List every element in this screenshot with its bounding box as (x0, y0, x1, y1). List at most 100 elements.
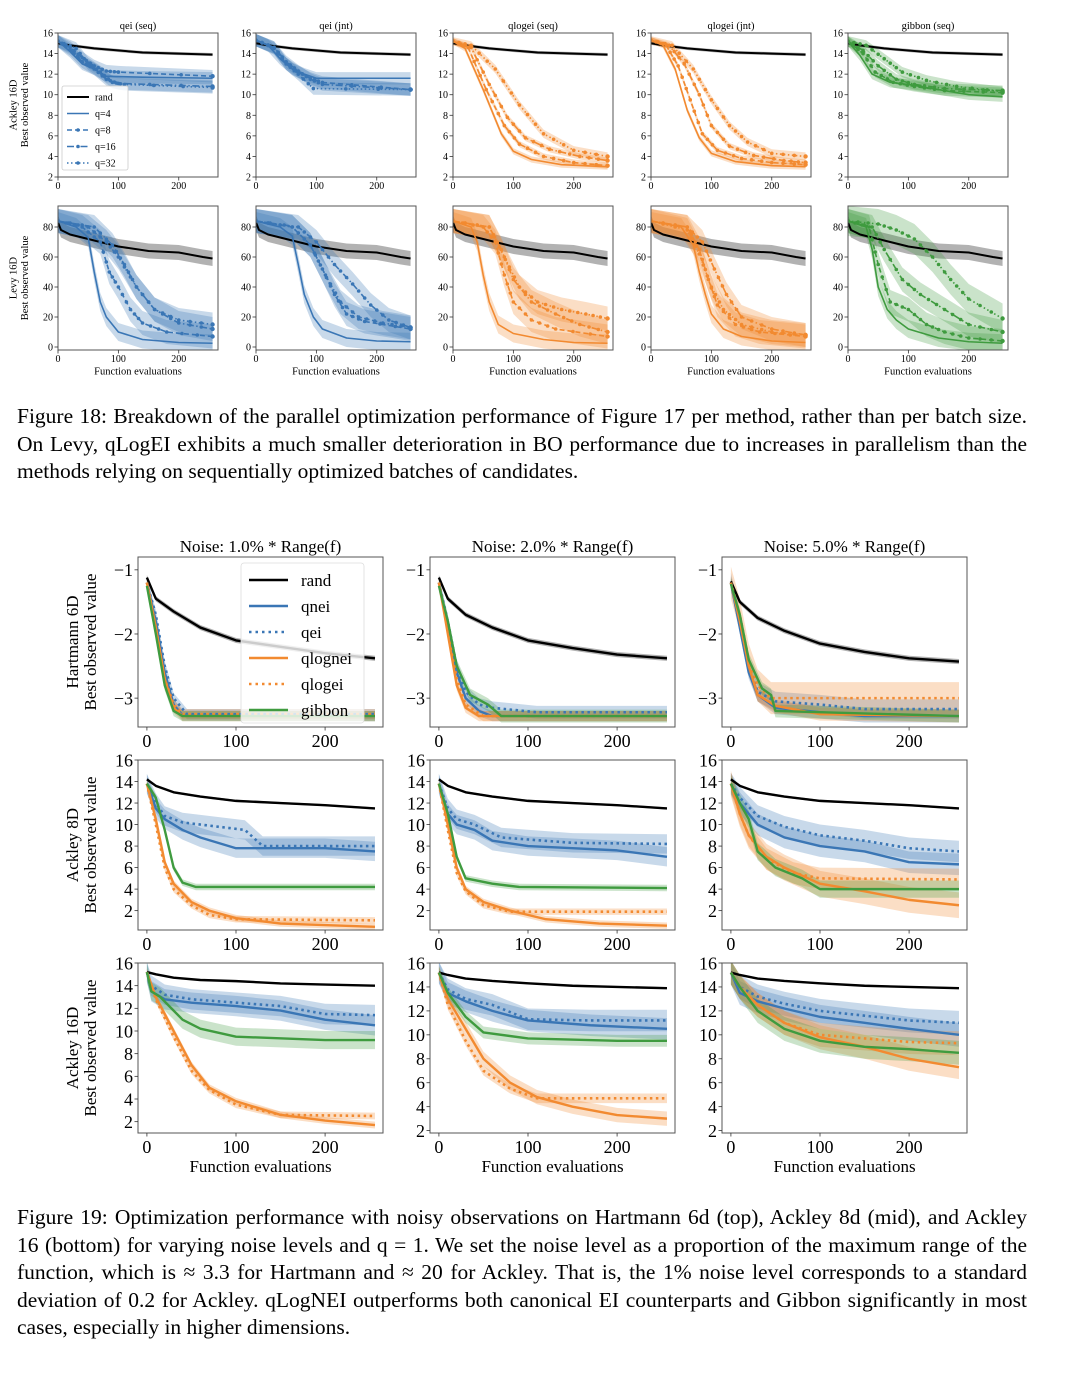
line-rand (256, 222, 411, 260)
marker-q=32 (677, 51, 681, 56)
marker-q=16 (709, 123, 714, 128)
line-q=4 (256, 220, 411, 343)
y-tick-label: 12 (407, 793, 425, 813)
line-rand (146, 970, 376, 987)
marker-q=16 (942, 307, 947, 312)
line-qlognei (145, 971, 376, 1127)
marker-q=8 (697, 247, 702, 252)
y-axis-label: Levy 16D (9, 256, 20, 299)
band-qei (438, 963, 667, 1032)
x-tick-label: 0 (142, 1137, 151, 1157)
marker-q=16 (176, 321, 181, 325)
axes-frame (137, 759, 384, 931)
marker-q=8 (553, 327, 558, 331)
marker-q=16 (894, 267, 899, 272)
marker-q=32 (713, 292, 718, 297)
marker-q=32 (477, 51, 481, 56)
marker-q=32 (364, 317, 369, 321)
line-q=4 (453, 40, 608, 168)
y-tick-label: 16 (699, 953, 717, 973)
marker-q=32 (970, 86, 974, 90)
marker-q=32 (140, 292, 145, 297)
marker-q=16 (701, 103, 706, 107)
marker-q=16 (926, 297, 931, 302)
y-tick-label: 14 (115, 976, 133, 996)
x-tick-label: 100 (807, 1137, 834, 1157)
marker-q=32 (152, 307, 157, 312)
y-tick-label: 6 (124, 1067, 133, 1087)
x-tick-label: 100 (223, 731, 250, 751)
legend-label: qei (301, 623, 322, 642)
marker-q=32 (160, 311, 165, 315)
marker-q=8 (773, 331, 777, 336)
band-q=4 (453, 212, 608, 350)
marker-q=32 (338, 300, 343, 304)
marker-q=32 (571, 148, 576, 153)
marker-q=32 (343, 87, 348, 91)
marker-q=32 (888, 226, 893, 230)
marker-q=16 (708, 258, 713, 262)
line-qlognei (437, 972, 668, 1120)
marker-q=32 (278, 223, 282, 227)
marker-q=8 (116, 285, 121, 289)
marker-q=32 (492, 235, 497, 239)
x-tick-label: 100 (111, 354, 126, 365)
marker-q=16 (302, 230, 307, 234)
y-tick-label: 14 (636, 49, 646, 60)
y-tick-label: 4 (124, 879, 133, 899)
x-tick-label: 0 (434, 1137, 443, 1157)
marker-q=8 (86, 230, 90, 234)
marker-q=16 (705, 113, 710, 118)
y-tick-label: 60 (241, 253, 251, 264)
chart-18-r0-c1: 0 100 200 2 4 6 8 10 12 14 16 qei (jnt) (241, 21, 417, 192)
marker-q=16 (697, 92, 702, 97)
y-tick-label: 6 (838, 131, 843, 142)
marker-q=32 (876, 52, 880, 57)
marker-q=16 (862, 223, 866, 227)
marker-q=8 (891, 80, 896, 85)
y-tick-label: 2 (124, 901, 133, 921)
marker-q=8 (930, 325, 935, 329)
axes-frame (847, 32, 1009, 178)
marker-q=16 (906, 282, 911, 287)
band-qei (730, 573, 959, 719)
marker-q=32 (62, 41, 66, 46)
marker-q=32 (900, 70, 905, 74)
line-rand (437, 577, 668, 660)
line-rand (730, 971, 960, 990)
marker-q=32 (705, 274, 710, 278)
marker-q=16 (547, 147, 552, 152)
marker-q=16 (692, 82, 697, 87)
marker-q=8 (340, 305, 345, 310)
marker-q=16 (888, 257, 893, 262)
x-tick-label: 0 (56, 181, 61, 192)
marker-q=8 (710, 142, 715, 147)
x-tick-label: 100 (515, 731, 542, 751)
axes-frame (650, 32, 812, 178)
marker-q=32 (94, 67, 99, 72)
x-tick-label: 100 (901, 354, 916, 365)
marker-q=16 (92, 225, 97, 229)
band-q=8 (848, 36, 1003, 98)
y-tick-label: 12 (699, 1001, 717, 1021)
marker-q=16 (362, 296, 367, 300)
band-q=32 (453, 37, 608, 161)
x-tick-label: 200 (369, 354, 384, 365)
marker-q=32 (501, 79, 506, 83)
plot-area (256, 209, 413, 350)
marker-q=16 (199, 325, 204, 329)
marker-q=16 (499, 104, 504, 109)
line-q=8 (453, 40, 608, 167)
band-q=8 (256, 34, 411, 96)
marker-q=8 (104, 260, 109, 264)
marker-q=16 (900, 79, 905, 83)
y-tick-label: 10 (43, 90, 53, 101)
band-qnei (730, 963, 959, 1047)
marker-q=32 (108, 245, 113, 249)
x-tick-label: 0 (451, 354, 456, 365)
marker-q=16 (316, 80, 321, 85)
marker-q=8 (512, 136, 517, 140)
marker-q=8 (739, 156, 744, 161)
